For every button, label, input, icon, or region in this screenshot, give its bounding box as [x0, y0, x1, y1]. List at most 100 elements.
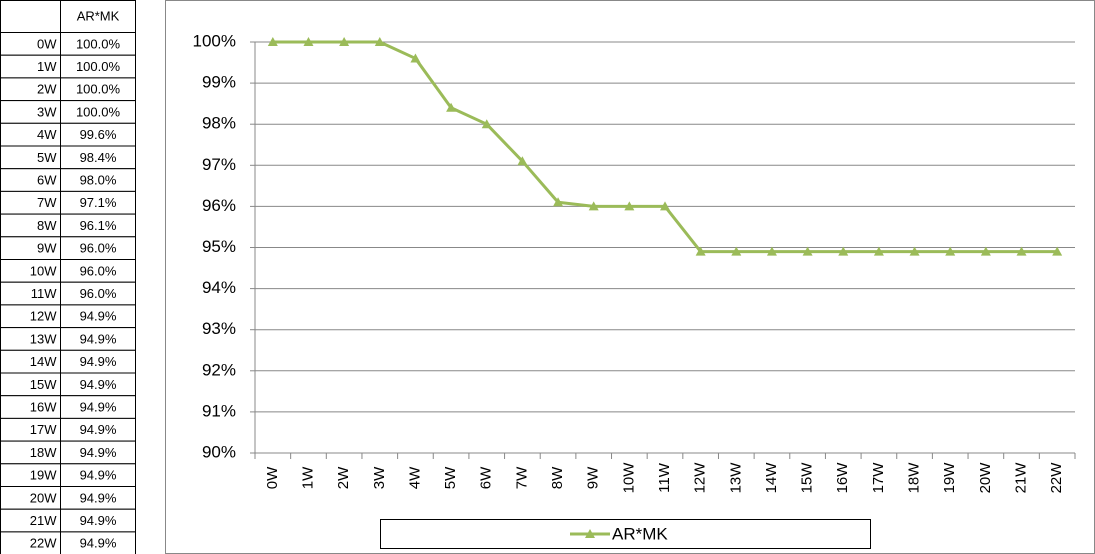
y-tick-label: 100%	[193, 31, 236, 50]
cell-value: 94.9%	[80, 513, 117, 528]
column-header: AR*MK	[77, 8, 120, 23]
cell-value: 96.0%	[80, 241, 117, 256]
row-label: 14W	[30, 354, 57, 369]
x-tick-label: 7W	[513, 466, 530, 489]
x-tick-label: 15W	[799, 462, 816, 494]
legend-label: AR*MK	[612, 524, 668, 543]
y-tick-label: 96%	[202, 196, 236, 215]
point-marker	[553, 197, 564, 207]
y-tick-label: 93%	[202, 319, 236, 338]
cell-value: 94.9%	[80, 536, 117, 551]
point-marker	[909, 246, 920, 256]
cell-value: 94.9%	[80, 399, 117, 414]
legend-box	[380, 519, 871, 549]
point-marker	[660, 201, 670, 211]
row-label: 18W	[30, 445, 57, 460]
point-marker	[517, 156, 528, 166]
point-marker	[624, 201, 635, 211]
row-label: 2W	[37, 82, 57, 97]
point-marker	[980, 246, 991, 256]
point-marker	[588, 201, 599, 211]
x-tick-label: 8W	[549, 466, 566, 489]
x-tick-label: 18W	[906, 462, 923, 494]
point-marker	[303, 37, 314, 46]
y-tick-label: 91%	[202, 401, 236, 420]
y-tick-label: 92%	[202, 360, 236, 379]
y-tick-label: 97%	[202, 155, 236, 174]
x-tick-label: 17W	[870, 462, 887, 494]
point-marker	[1016, 246, 1027, 256]
cell-value: 98.0%	[80, 172, 117, 187]
point-marker	[1052, 246, 1063, 256]
point-marker	[695, 246, 706, 256]
chart-border	[165, 0, 1095, 554]
x-tick-label: 11W	[656, 462, 673, 493]
legend-marker	[585, 529, 595, 538]
header-cell	[60, 0, 136, 33]
row-label: 22W	[30, 536, 57, 551]
point-marker	[410, 53, 421, 63]
y-tick-label: 98%	[202, 114, 236, 133]
cell-value: 99.6%	[80, 127, 117, 142]
cell-value: 94.9%	[80, 377, 117, 392]
cell-value: 94.9%	[80, 445, 117, 460]
x-tick-label: 19W	[941, 462, 958, 494]
x-tick-label: 4W	[406, 466, 423, 489]
x-tick-label: 12W	[692, 462, 709, 494]
point-marker	[481, 119, 492, 129]
point-marker	[339, 37, 350, 46]
row-label: 7W	[37, 195, 57, 210]
row-label: 21W	[30, 513, 57, 528]
cell-value: 94.9%	[80, 422, 117, 437]
cell-value: 96.1%	[80, 218, 117, 233]
y-tick-label: 95%	[202, 237, 236, 256]
cell-value: 94.9%	[80, 490, 117, 505]
x-tick-label: 0W	[264, 466, 281, 489]
row-label: 20W	[30, 490, 57, 505]
data-table: AR*MK 0W 100.0% 1W 100.0% 2W 100.0% 3W 100.0% 4W 9…	[0, 0, 136, 554]
cell-value: 94.9%	[80, 309, 117, 324]
x-tick-label: 14W	[763, 462, 780, 494]
row-label: 17W	[30, 422, 57, 437]
row-label: 19W	[30, 468, 57, 483]
x-tick-label: 22W	[1048, 462, 1065, 494]
row-label: 9W	[37, 241, 57, 256]
row-label: 13W	[30, 331, 57, 346]
x-tick-label: 20W	[977, 462, 994, 494]
x-tick-label: 9W	[585, 466, 602, 489]
cell-value: 100.0%	[76, 59, 121, 74]
row-label: 6W	[37, 172, 57, 187]
x-tick-label: 1W	[299, 466, 316, 489]
cell-value: 97.1%	[80, 195, 117, 210]
x-tick-label: 10W	[620, 462, 637, 494]
row-label: 4W	[37, 127, 57, 142]
point-marker	[446, 102, 457, 112]
point-marker	[267, 37, 278, 46]
x-tick-label: 13W	[727, 462, 744, 494]
x-tick-label: 6W	[478, 466, 495, 489]
cell-value: 94.9%	[80, 331, 117, 346]
x-tick-label: 3W	[371, 466, 388, 489]
point-marker	[731, 246, 742, 256]
point-marker	[802, 246, 813, 256]
point-marker	[945, 246, 956, 256]
row-label: 1W	[37, 59, 57, 74]
row-label: 3W	[37, 104, 57, 119]
header-cell	[0, 0, 61, 33]
cell-value: 98.4%	[80, 150, 117, 165]
row-label: 15W	[30, 377, 57, 392]
point-marker	[766, 246, 777, 256]
y-tick-label: 99%	[202, 73, 236, 92]
point-marker	[838, 246, 849, 256]
row-label: 0W	[37, 36, 57, 51]
cell-value: 96.0%	[80, 286, 117, 301]
row-label: 11W	[31, 286, 57, 301]
x-tick-label: 2W	[335, 466, 352, 489]
row-label: 12W	[30, 309, 57, 324]
cell-value: 96.0%	[80, 263, 117, 278]
row-label: 16W	[30, 399, 57, 414]
point-marker	[873, 246, 884, 256]
x-tick-label: 21W	[1012, 462, 1029, 494]
